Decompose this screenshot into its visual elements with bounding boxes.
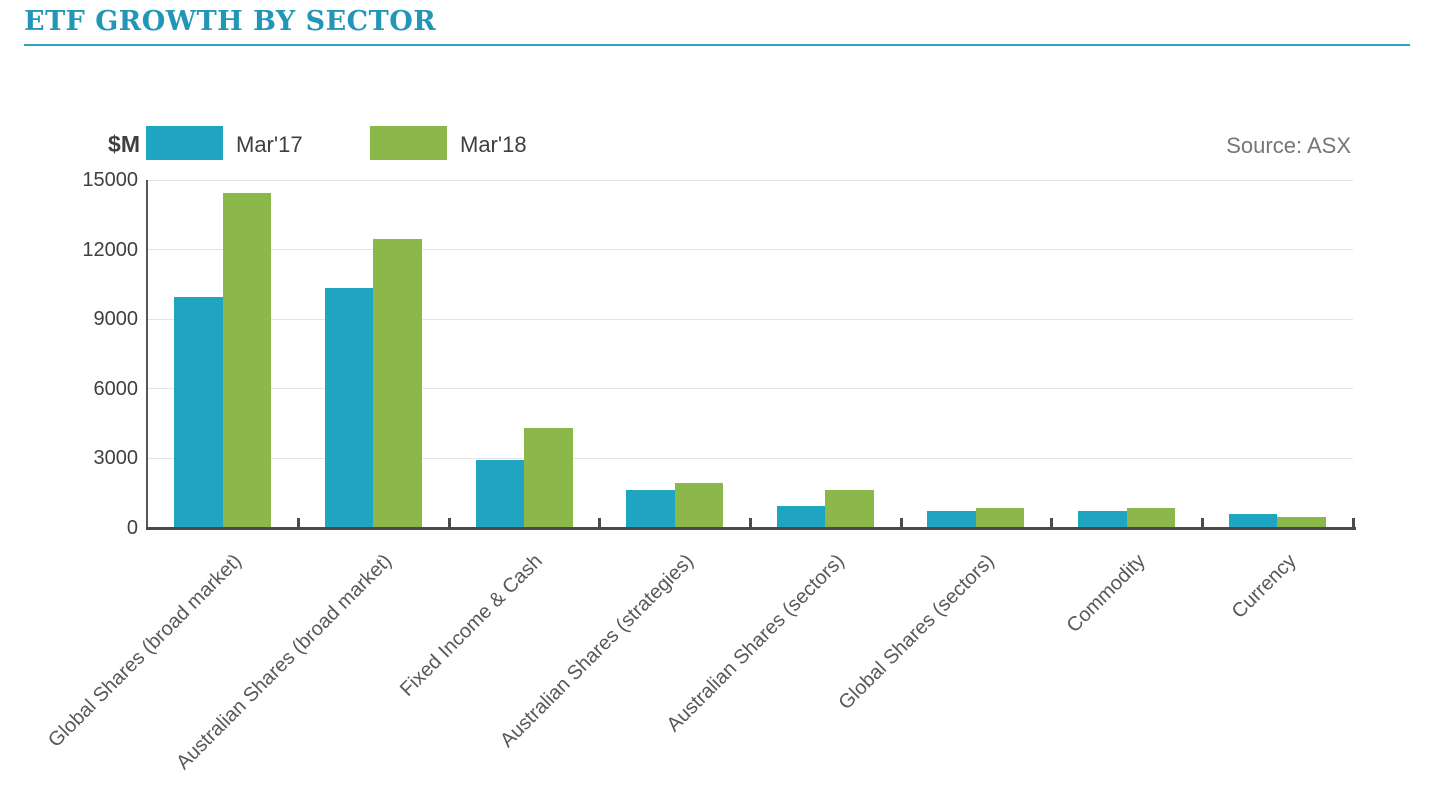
gridline-9000 [148,318,1353,320]
legend-swatch-mar17 [146,126,223,160]
bar-mar17-3 [626,489,675,528]
title-divider [24,44,1410,46]
category-label-6: Commodity [1062,550,1150,638]
category-label-7: Currency [1227,550,1301,623]
bar-mar18-6 [1126,508,1176,528]
x-tick-8 [1351,518,1355,528]
gridline-3000 [148,457,1353,459]
bar-mar17-5 [927,511,976,528]
category-label-2: Fixed Income & Cash [396,550,548,701]
gridline-6000 [148,388,1353,390]
bar-mar18-1 [373,239,422,528]
bar-mar17-2 [475,459,525,528]
x-axis-line [146,527,1356,530]
x-tick-3 [598,518,602,528]
gridline-12000 [148,249,1353,251]
bar-mar18-5 [975,508,1025,528]
source-label: Source: ASX [1226,133,1351,158]
legend-label-mar18: Mar'18 [460,132,527,157]
x-tick-1 [297,518,301,528]
bar-mar18-3 [674,482,724,528]
bar-mar18-0 [222,192,272,528]
bar-mar18-4 [825,489,874,528]
y-axis-unit-label: $M [108,131,140,157]
y-tick-label-0: 0 [126,517,138,539]
x-tick-4 [749,518,752,528]
y-tick-label-9000: 9000 [93,308,139,331]
bar-mar17-1 [324,288,374,528]
bar-mar17-6 [1078,511,1127,528]
gridline-15000 [148,179,1353,181]
bar-mar17-0 [174,297,223,528]
bar-mar18-2 [524,428,573,528]
x-tick-7 [1200,518,1204,528]
bar-mar17-7 [1228,514,1278,528]
category-label-5: Global Shares (sectors) [834,550,999,715]
y-tick-label-3000: 3000 [93,447,139,470]
y-tick-label-15000: 15000 [82,169,138,191]
legend-label-mar17: Mar'17 [236,132,303,157]
legend-swatch-mar18 [370,126,447,160]
bar-mar17-4 [776,506,826,528]
y-tick-label-12000: 12000 [82,238,138,261]
bar-mar18-7 [1277,516,1326,528]
category-label-4: Australian Shares (sectors) [662,550,849,737]
x-tick-5 [899,518,903,528]
x-tick-6 [1050,518,1054,528]
x-tick-2 [447,518,451,528]
page-title: ETF GROWTH BY SECTOR [24,6,437,37]
y-axis-line [146,180,148,528]
y-tick-label-6000: 6000 [93,377,139,400]
